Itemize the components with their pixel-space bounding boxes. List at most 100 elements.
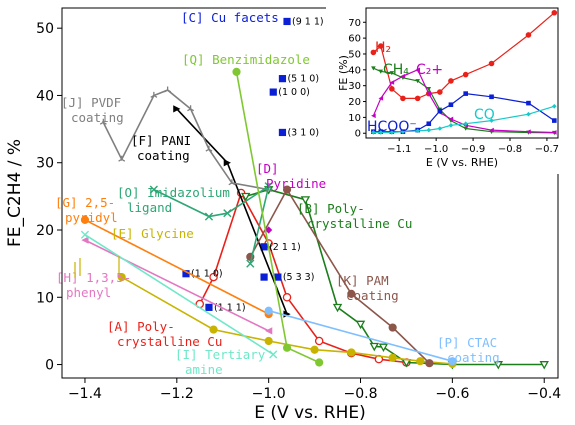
inset-data-point — [400, 129, 406, 134]
inset-x-tick-label: −0.9 — [461, 144, 485, 155]
inset-data-point — [426, 91, 432, 96]
data-point — [332, 303, 343, 313]
inset-data-point — [389, 71, 395, 76]
series-j-pvdf-coating — [99, 86, 273, 192]
data-point — [369, 342, 380, 352]
annotation-label: [J] PVDF coating — [61, 95, 124, 125]
annotation-line: [D] — [256, 161, 279, 176]
inset-data-point — [415, 128, 420, 134]
annotation-line: Pyridine — [266, 176, 326, 191]
inset-data-point — [437, 89, 443, 95]
data-point — [150, 91, 158, 98]
inset-data-point — [448, 102, 454, 108]
annotation-line: coating — [71, 110, 124, 125]
data-point — [260, 273, 268, 281]
series-q-benzimidazole — [232, 67, 324, 367]
x-tick-label: −1.4 — [68, 386, 102, 402]
data-point — [278, 75, 287, 83]
inset-data-point — [426, 127, 432, 133]
inset-chart: H₂ CH₄ C₂+ HCOO⁻ CO −1.1 −1.0 −0.9 −0.8 −0.7 0 10 20… — [326, 2, 562, 174]
annotation-label: [O] Imidazolium ligand — [117, 185, 230, 215]
facet-label: (1 1 0) — [191, 269, 223, 280]
data-point — [388, 353, 397, 362]
annotation-label: [P] CTAC coating — [437, 335, 500, 365]
annotation-line: [Q] Benzimidazole — [182, 52, 310, 67]
data-point — [283, 17, 291, 26]
y-tick-label: 20 — [36, 223, 54, 239]
inset-data-point — [552, 118, 557, 123]
data-point — [187, 105, 195, 112]
annotation-line: pyridyl — [65, 210, 118, 225]
data-point — [269, 350, 278, 359]
inset-series-line — [372, 69, 555, 134]
facet-label: (9 1 1) — [292, 16, 324, 27]
inset-data-point — [463, 121, 468, 127]
inset-data-point — [525, 32, 532, 38]
inset-data-point — [426, 121, 432, 127]
y-tick-label: 0 — [45, 358, 54, 374]
inset-data-point — [378, 69, 384, 74]
inset-series-line — [373, 67, 555, 134]
annotation-line: [C] Cu facets — [181, 10, 279, 25]
data-point — [164, 86, 172, 93]
inset-data-point — [415, 67, 420, 73]
inset-data-point — [400, 73, 406, 79]
annotation-line: [F] PANI — [131, 133, 191, 148]
annotation-line: [P] CTAC — [437, 335, 497, 350]
annotation-label: [K] PAM coating — [336, 273, 399, 303]
annotation-label: [F] PANI coating — [131, 133, 191, 163]
inset-data-point — [552, 103, 557, 109]
series-line — [84, 239, 270, 332]
inset-data-point — [463, 126, 468, 131]
series-c-cu-facets: (9 1 1) (5 1 0) (1 0 0) (3 1 0) (2 1 1) (5 3 … — [182, 16, 324, 313]
series-d-pyridine — [265, 226, 273, 234]
inset-data-point — [370, 49, 377, 56]
data-point — [149, 185, 158, 194]
x-tick-label: −0.6 — [435, 386, 469, 402]
annotation-label: [Q] Benzimidazole — [182, 52, 310, 67]
data-point — [260, 243, 268, 251]
data-point — [347, 348, 356, 357]
inset-data-point — [526, 111, 531, 117]
inset-series-line — [373, 12, 555, 100]
inset-data-point — [389, 86, 395, 92]
x-axis-title: E (V vs. RHE) — [254, 403, 366, 423]
annotation-line: [K] PAM — [336, 273, 389, 288]
series-i-tertiary-amine — [80, 230, 278, 359]
data-point — [209, 325, 218, 334]
data-point — [265, 327, 273, 335]
inset-y-tick-label: 70 — [348, 18, 361, 29]
data-point — [209, 272, 218, 282]
inset-y-tick-label: 30 — [348, 81, 361, 92]
facet-label: (3 1 0) — [287, 127, 319, 138]
facet-label: (1 1 1) — [214, 302, 246, 313]
annotation-line: [J] PVDF — [61, 95, 121, 110]
inset-series-label: CO — [474, 107, 495, 123]
data-point — [265, 226, 273, 234]
inset-data-point — [437, 108, 443, 114]
series-line — [121, 276, 453, 365]
x-tick-label: −0.8 — [344, 386, 378, 402]
inset-data-point — [426, 87, 432, 92]
inset-data-point — [489, 118, 494, 123]
data-point — [117, 272, 126, 282]
inset-data-point — [415, 79, 420, 84]
inset-data-point — [448, 116, 454, 122]
data-point — [80, 215, 90, 225]
data-point — [300, 196, 311, 205]
inset-data-point — [552, 130, 557, 135]
data-point — [223, 209, 232, 218]
data-point — [264, 182, 273, 191]
annotation-line: phenyl — [66, 285, 111, 300]
data-point — [448, 357, 457, 366]
data-point — [310, 345, 319, 354]
inset-data-point — [389, 80, 395, 85]
series-line — [102, 89, 269, 191]
x-tick-label: −0.4 — [527, 386, 561, 402]
inset-data-point — [463, 91, 468, 96]
data-point — [539, 361, 549, 370]
data-point — [282, 185, 292, 194]
inset-x-axis-title: E (V vs. RHE) — [426, 156, 498, 169]
x-tick-label: −1.0 — [252, 386, 286, 402]
inset-data-point — [400, 95, 406, 102]
